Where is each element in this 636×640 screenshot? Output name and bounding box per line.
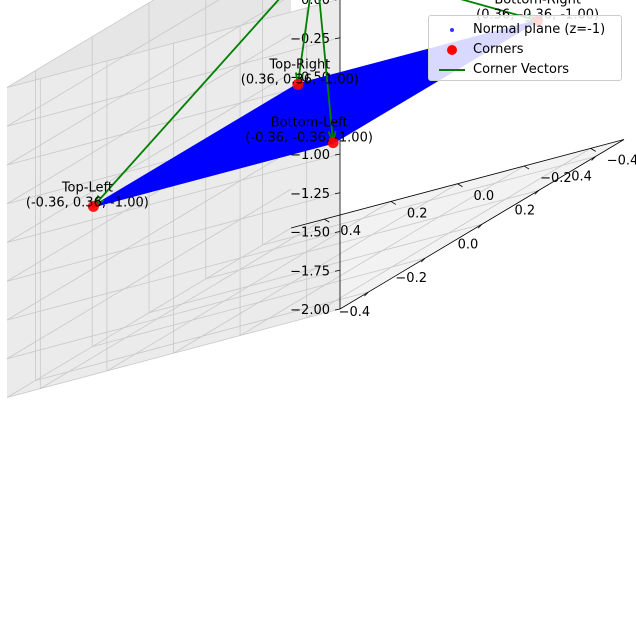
- z-tick-label: −1.50: [290, 226, 330, 241]
- legend-item-corners: Corners: [429, 40, 621, 60]
- grid-line: [6, 37, 341, 127]
- x-tick-mark: [477, 223, 483, 229]
- grid-line: [6, 0, 285, 166]
- grid-line: [6, 153, 341, 243]
- grid-line: [6, 308, 341, 398]
- corner-marker: [87, 200, 99, 212]
- legend-item-plane: Normal plane (z=-1): [429, 20, 621, 40]
- corner-marker: [327, 137, 339, 149]
- corner-label: Bottom-Left: [271, 116, 348, 131]
- corner-label: Top-Right: [268, 57, 330, 72]
- x-tick-mark: [534, 190, 540, 195]
- corner-marker: [292, 78, 304, 90]
- z-tick-label: −2.00: [290, 303, 330, 318]
- grid-line: [6, 269, 341, 360]
- z-tick-label: −1.25: [290, 187, 330, 202]
- x-tick-mark: [420, 257, 426, 263]
- grid-line: [6, 231, 341, 321]
- z-tick-mark: [334, 308, 341, 311]
- grid-line: [6, 188, 292, 360]
- legend-plane-marker: [450, 28, 454, 32]
- y-tick-mark: [390, 201, 397, 205]
- y-tick-mark: [457, 183, 463, 188]
- y-tick-mark: [523, 165, 530, 170]
- grid-line: [6, 33, 292, 205]
- legend-vectors-label: Corner Vectors: [473, 62, 570, 77]
- corner-vector-line: [92, 0, 280, 207]
- x-tick-label: −0.4: [339, 305, 371, 320]
- x-tick-mark: [364, 291, 369, 297]
- x-tick-label: 0.0: [458, 237, 479, 252]
- grid-line: [239, 165, 525, 336]
- z-tick-mark: [334, 37, 341, 40]
- z-tick-label: −1.75: [290, 264, 330, 279]
- corner-vector-line: [318, 0, 335, 143]
- y-tick-label: 0.0: [474, 189, 495, 204]
- legend-plane-label: Normal plane (z=-1): [473, 22, 606, 37]
- y-tick-label: −0.2: [540, 171, 572, 186]
- z-tick-mark: [334, 231, 341, 233]
- x-tick-mark: [591, 156, 596, 161]
- x-tick-label: −0.2: [395, 271, 427, 286]
- corner-vector-line: [296, 0, 311, 85]
- legend-corners-marker: [447, 45, 457, 55]
- grid-line: [6, 72, 292, 243]
- corner-label: Top-Left: [61, 180, 113, 195]
- grid-line: [173, 183, 458, 354]
- y-tick-label: −0.4: [607, 153, 636, 168]
- z-tick-mark: [334, 192, 341, 195]
- z-tick-label: 0.00: [301, 0, 330, 8]
- grid-line: [106, 201, 392, 372]
- y-tick-mark: [324, 218, 330, 223]
- grid-line: [306, 148, 591, 319]
- z-tick-mark: [334, 269, 341, 272]
- y-tick-label: 0.2: [407, 206, 428, 221]
- z-tick-mark: [334, 153, 341, 156]
- corner-coord-label: (-0.36, -0.36, -1.00): [245, 131, 373, 146]
- corner-coord-label: (0.36, 0.36, -1.00): [241, 72, 359, 87]
- grid-line: [6, 150, 292, 321]
- grid-line: [6, 0, 155, 88]
- grid-line: [6, 0, 338, 88]
- x-tick-label: 0.2: [514, 203, 535, 218]
- legend: Normal plane (z=-1) Corners Corner Vecto…: [428, 15, 622, 81]
- grid-line: [6, 192, 341, 282]
- legend-item-vectors: Corner Vectors: [429, 60, 621, 80]
- grid-lines: [6, 0, 596, 398]
- y-tick-label: 0.4: [340, 224, 361, 239]
- legend-vectors-line: [439, 69, 465, 71]
- corner-label: Bottom-Right: [494, 0, 581, 8]
- corner-vector-line: [460, 0, 538, 22]
- corner-coord-label: (-0.36, 0.36, -1.00): [26, 195, 149, 210]
- grid-line: [6, 0, 220, 127]
- grid-line: [6, 227, 292, 398]
- grid-line: [40, 218, 325, 389]
- z-tick-label: −0.25: [290, 32, 330, 47]
- axis-lines: [290, 0, 625, 311]
- y-tick-mark: [590, 148, 596, 152]
- legend-corners-label: Corners: [473, 42, 524, 57]
- x-tick-label: 0.4: [571, 169, 592, 184]
